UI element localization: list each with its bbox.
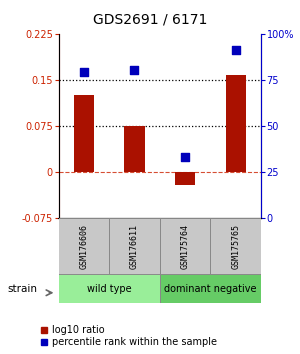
Point xyxy=(81,69,86,75)
Bar xyxy=(74,95,94,172)
Legend: log10 ratio, percentile rank within the sample: log10 ratio, percentile rank within the … xyxy=(41,325,217,347)
Bar xyxy=(124,126,145,172)
Point xyxy=(132,68,137,73)
Text: strain: strain xyxy=(8,284,38,294)
Point xyxy=(183,154,188,160)
Bar xyxy=(210,218,261,274)
Bar xyxy=(58,274,160,303)
Bar xyxy=(109,218,160,274)
Bar xyxy=(160,218,210,274)
Bar xyxy=(58,218,109,274)
Text: GSM176606: GSM176606 xyxy=(79,223,88,269)
Text: dominant negative: dominant negative xyxy=(164,284,256,293)
Text: GSM176611: GSM176611 xyxy=(130,223,139,269)
Text: GSM175765: GSM175765 xyxy=(231,223,240,269)
Bar xyxy=(175,172,195,185)
Bar xyxy=(226,75,246,172)
Bar xyxy=(160,274,261,303)
Point xyxy=(233,47,238,53)
Text: wild type: wild type xyxy=(87,284,131,293)
Text: GSM175764: GSM175764 xyxy=(181,223,190,269)
Text: GDS2691 / 6171: GDS2691 / 6171 xyxy=(93,12,207,27)
